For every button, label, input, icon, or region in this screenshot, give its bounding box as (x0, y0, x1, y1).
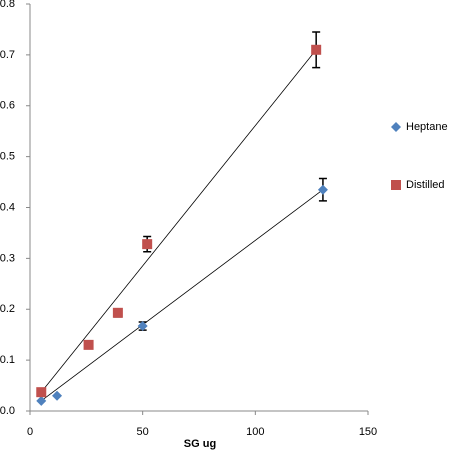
legend-label: Distilled (406, 179, 445, 191)
data-point (317, 184, 328, 195)
y-tick-label: 0.8 (0, 0, 15, 10)
legend-marker (391, 122, 401, 132)
legend-marker (391, 180, 401, 190)
data-point (36, 387, 47, 398)
data-point (36, 395, 47, 406)
y-tick-label: 0.3 (0, 252, 15, 264)
x-tick-label: 0 (27, 426, 33, 438)
data-point (112, 307, 123, 318)
data-point (142, 239, 153, 250)
trendline (41, 189, 324, 402)
data-point (83, 339, 94, 350)
x-tick-label: 50 (137, 426, 149, 438)
y-tick-label: 0.0 (0, 405, 15, 417)
y-tick-label: 0.2 (0, 303, 15, 315)
legend-label: Heptane (406, 121, 448, 133)
x-tick-label: 100 (246, 426, 264, 438)
data-point (137, 321, 148, 332)
data-point (52, 390, 63, 401)
data-point (311, 44, 322, 55)
y-tick-label: 0.1 (0, 354, 15, 366)
x-tick-label: 150 (359, 426, 377, 438)
y-tick-label: 0.5 (0, 151, 15, 163)
y-tick-label: 0.4 (0, 201, 15, 213)
y-tick-label: 0.7 (0, 49, 15, 61)
x-axis-label: SG ug (184, 438, 216, 450)
trendline (40, 49, 317, 393)
y-tick-label: 0.6 (0, 100, 15, 112)
